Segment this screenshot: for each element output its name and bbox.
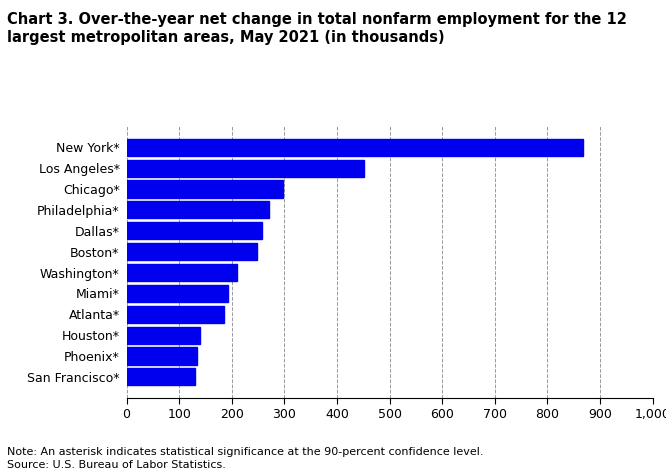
Bar [127, 222, 262, 239]
Bar [127, 181, 283, 197]
Bar [127, 243, 257, 260]
Bar [127, 139, 583, 156]
Bar [127, 264, 237, 281]
Bar [127, 160, 364, 177]
Text: Note: An asterisk indicates statistical significance at the 90-percent confidenc: Note: An asterisk indicates statistical … [7, 447, 483, 457]
Bar [127, 201, 268, 219]
Bar [127, 306, 224, 323]
Text: Chart 3. Over-the-year net change in total nonfarm employment for the 12
largest: Chart 3. Over-the-year net change in tot… [7, 12, 627, 45]
Text: Source: U.S. Bureau of Labor Statistics.: Source: U.S. Bureau of Labor Statistics. [7, 460, 226, 468]
Bar [127, 285, 228, 302]
Bar [127, 347, 196, 365]
Bar [127, 368, 195, 386]
Bar [127, 327, 200, 344]
